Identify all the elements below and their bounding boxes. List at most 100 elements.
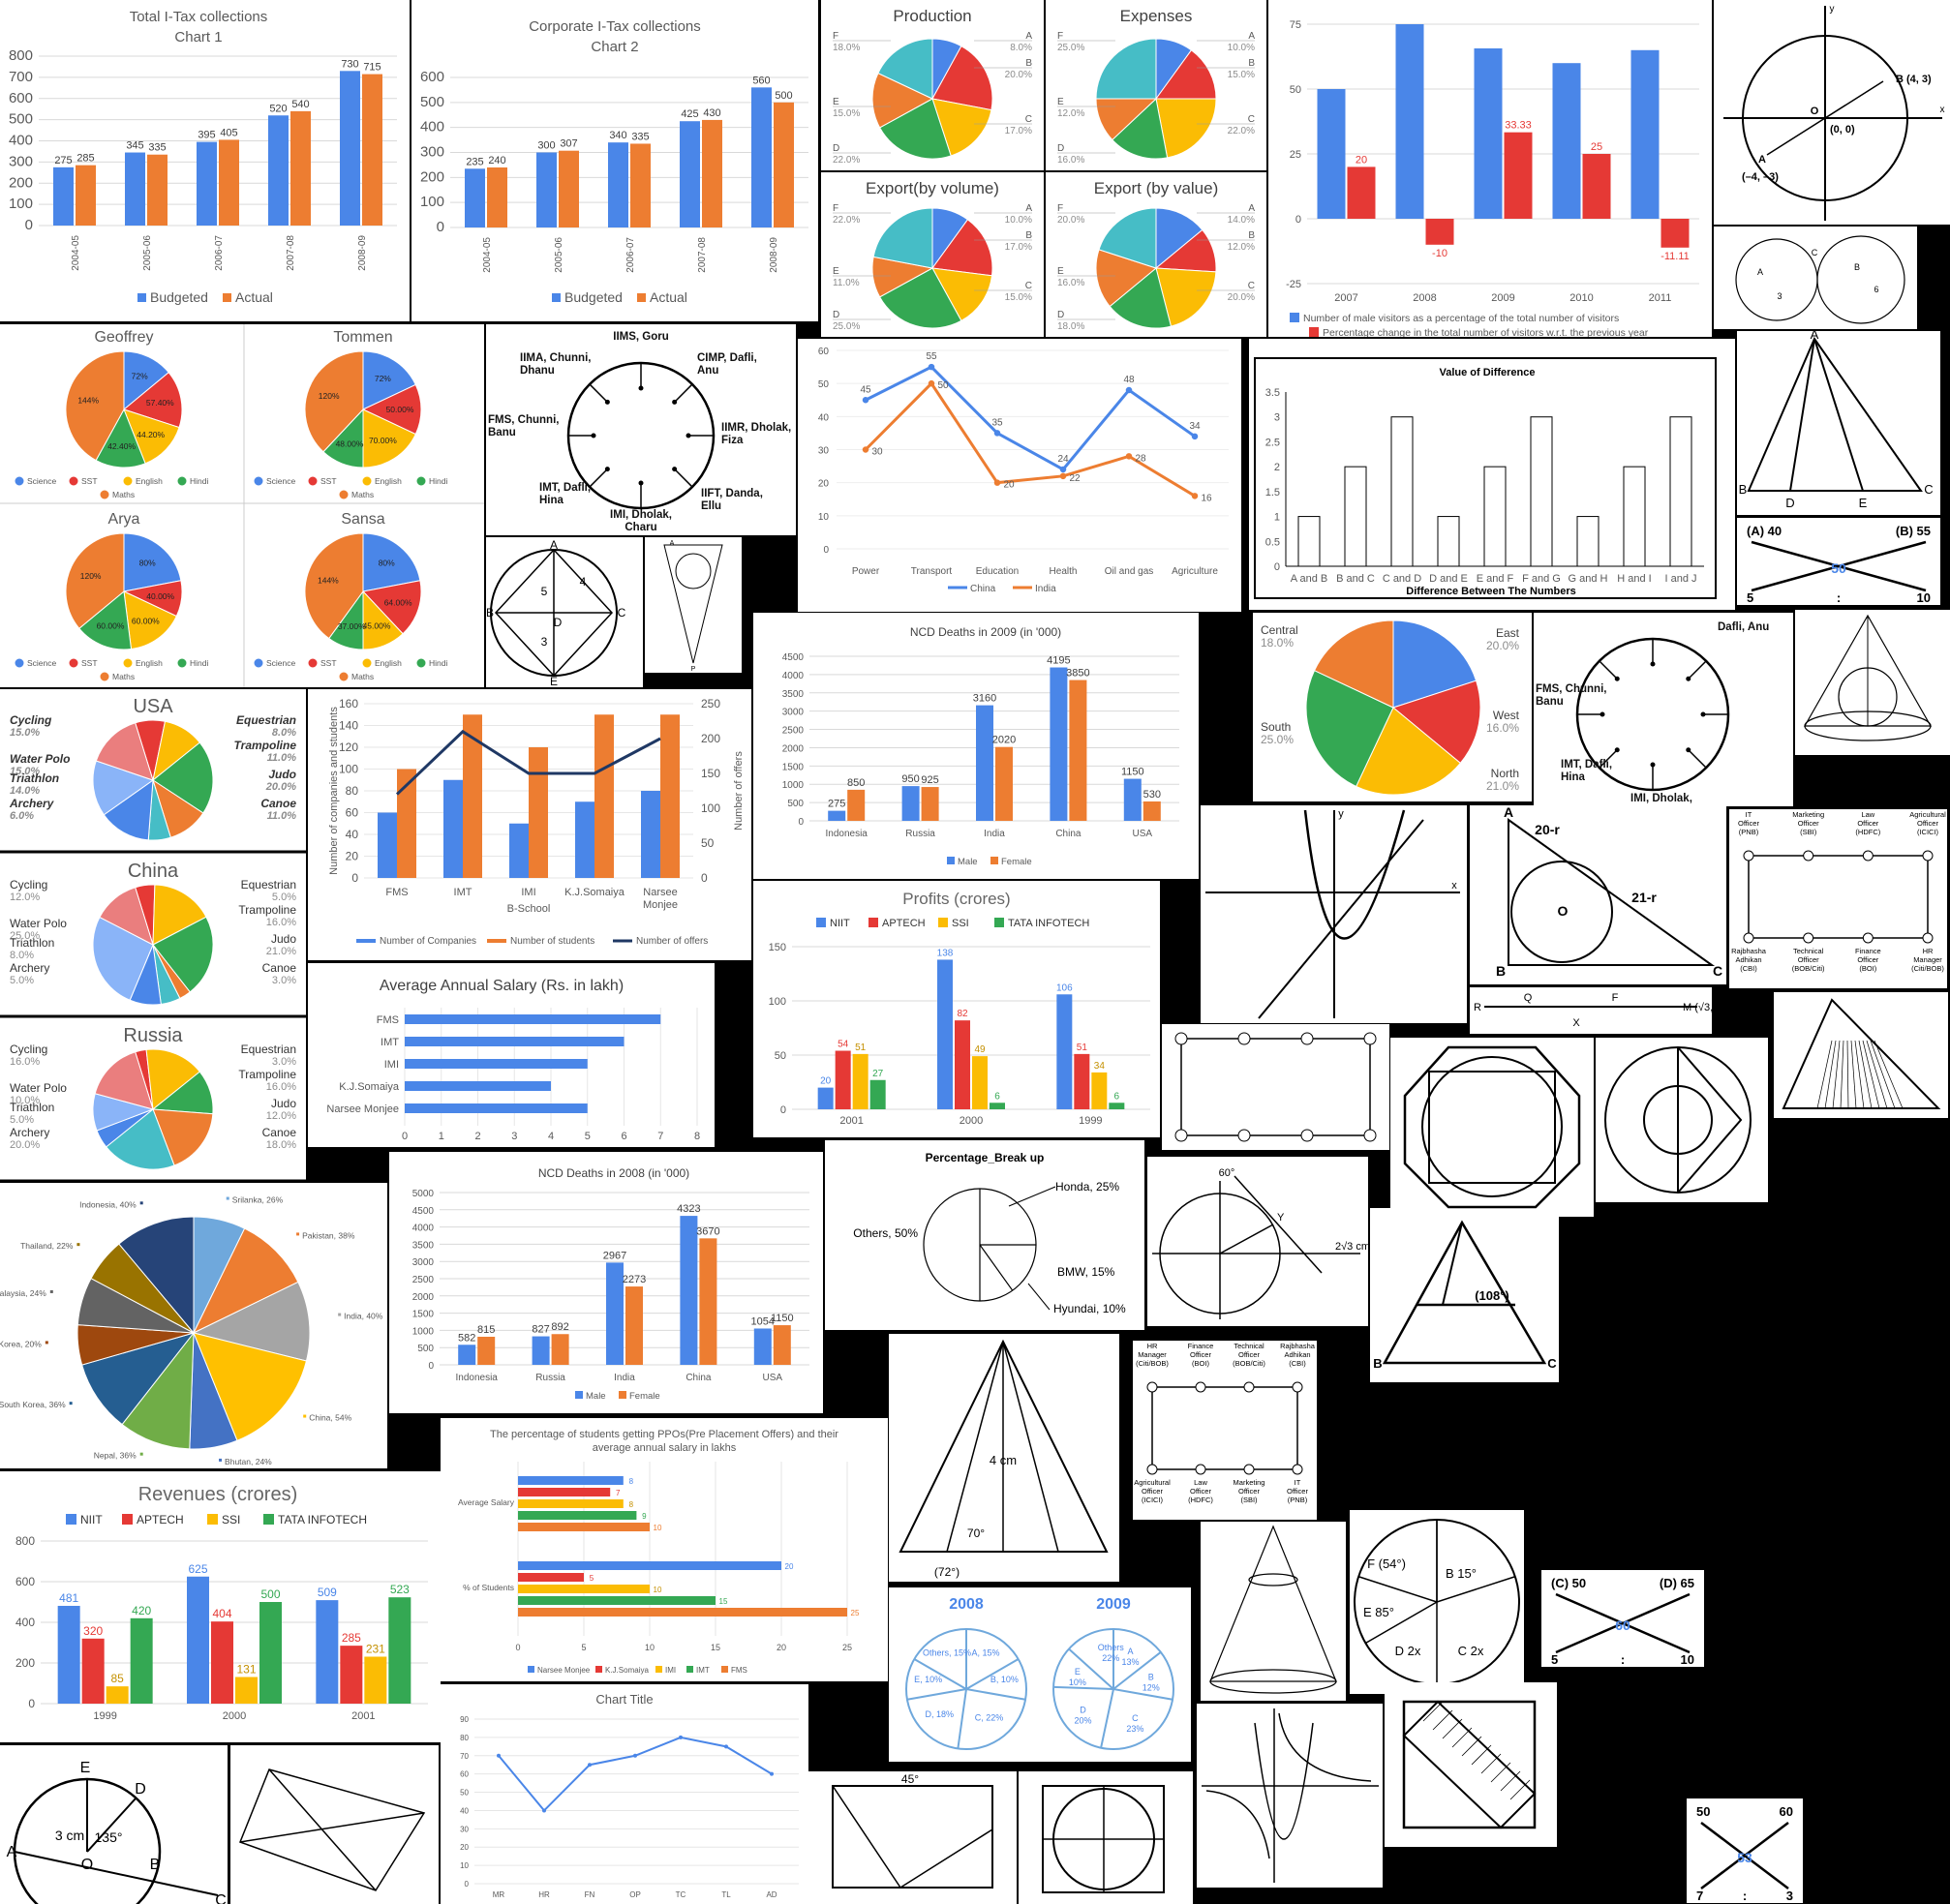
seat bbox=[1195, 1464, 1206, 1475]
hatch bbox=[1422, 1701, 1444, 1722]
cross3-diagram: 50 60 53 7: 3 bbox=[1696, 1804, 1793, 1903]
data-label: 131 bbox=[236, 1662, 256, 1676]
slice-label: 57.40% bbox=[146, 398, 174, 408]
legend-dot bbox=[362, 476, 372, 486]
legend-dot bbox=[308, 658, 318, 668]
data-label: 500 bbox=[775, 90, 792, 102]
legend-label: IMI bbox=[665, 1666, 676, 1675]
profits-panel: Profits (crores) NIIT APTECH SSI TATA INFOTE… bbox=[753, 881, 1160, 1137]
slice-label: Srilanka, 26% bbox=[232, 1195, 284, 1205]
y2-tick-label: 100 bbox=[701, 801, 720, 815]
seat-label: Agricultural bbox=[1909, 810, 1946, 819]
slice-label: Equestrian bbox=[241, 1043, 296, 1056]
legend-dot bbox=[123, 476, 133, 486]
y-tick-label: 3500 bbox=[412, 1240, 435, 1251]
legend-label: TATA INFOTECH bbox=[1008, 918, 1089, 929]
pie-slice bbox=[1313, 620, 1394, 709]
pie-slice bbox=[99, 887, 154, 946]
label: D 2x bbox=[1395, 1644, 1421, 1658]
right-triangle-incircle-diagram: A B C 20-r 21-r O bbox=[1496, 805, 1722, 979]
circle bbox=[1742, 35, 1908, 201]
x-tick-label: F and G bbox=[1522, 573, 1561, 585]
pie-slice bbox=[1109, 267, 1173, 329]
legend-label: SST bbox=[320, 476, 337, 486]
bar bbox=[465, 168, 485, 227]
hatch bbox=[1490, 1762, 1511, 1783]
label: O bbox=[1811, 106, 1819, 117]
legend-label: Hindi bbox=[190, 476, 208, 486]
slice-label: E, 10% bbox=[914, 1675, 942, 1684]
seat-label: (PNB) bbox=[1739, 828, 1759, 836]
ring-label: IIMS, Goru bbox=[613, 331, 669, 343]
x-tick-label: B and C bbox=[1336, 573, 1375, 585]
ring-label: IMI, Dholak, bbox=[610, 509, 672, 521]
pie-slice bbox=[1155, 207, 1204, 270]
bar bbox=[625, 1286, 643, 1365]
seat-label: (Citi/BOB) bbox=[1136, 1359, 1169, 1368]
data-label: 509 bbox=[318, 1586, 337, 1599]
data-label: 1150 bbox=[771, 1313, 794, 1324]
label: 10 bbox=[1681, 1652, 1694, 1667]
slice-pct: 16.0% bbox=[266, 917, 296, 928]
data-label: 395 bbox=[198, 130, 215, 141]
legend-label: Female bbox=[629, 1391, 660, 1402]
cross1-panel: (A) 40 (B) 55 50 5: 10 bbox=[1737, 518, 1940, 605]
bar bbox=[606, 1262, 624, 1365]
triangle-ade-diagram: A B D E C bbox=[1739, 331, 1934, 510]
two-circles-panel: A 3 C B 6 bbox=[1714, 227, 1917, 329]
pie-slice bbox=[121, 1331, 195, 1450]
data-point bbox=[1191, 433, 1199, 440]
label: F (54°) bbox=[1367, 1556, 1406, 1571]
bar bbox=[1530, 416, 1553, 567]
chart-title: Production bbox=[893, 7, 971, 25]
data-label: 950 bbox=[901, 773, 919, 785]
label: A bbox=[7, 1844, 17, 1860]
ring-label: FMS, Chunni, bbox=[1536, 683, 1606, 695]
pie-slice bbox=[1305, 670, 1394, 788]
y-tick-label: 60 bbox=[818, 347, 830, 357]
y-tick-label: 0.5 bbox=[1265, 536, 1280, 548]
legend-label: Male bbox=[958, 857, 978, 867]
y-tick-label: FMS bbox=[377, 1014, 399, 1026]
label: B bbox=[1854, 262, 1860, 272]
ring-label: Hina bbox=[539, 495, 564, 506]
triangle-ade-panel: A B D E C bbox=[1737, 331, 1940, 515]
bar bbox=[405, 1081, 551, 1091]
data-label: 138 bbox=[937, 948, 954, 958]
china-india-line-chart: 0 10 20 30 40 50 60 45 55 35 24 48 34 30 50 20 22 28 16 Pow… bbox=[818, 347, 1229, 594]
data-label: 20 bbox=[1356, 154, 1367, 166]
legend-label: NIIT bbox=[80, 1513, 103, 1526]
coord-circle-panel: B (4, 3) (0, 0) O A (–4, –3) x y bbox=[1714, 0, 1950, 225]
label: : bbox=[1743, 1889, 1747, 1903]
legend-label: Science bbox=[266, 658, 296, 668]
data-label: 50 bbox=[937, 380, 949, 391]
label: 50 bbox=[1831, 560, 1846, 576]
slice-label: Cycling bbox=[10, 713, 52, 727]
ring-label: Dafli, Anu bbox=[1718, 621, 1769, 633]
legend-label: SST bbox=[320, 658, 337, 668]
hatch bbox=[1874, 1040, 1904, 1109]
seat bbox=[1300, 1032, 1314, 1045]
label: 70° bbox=[967, 1526, 985, 1540]
chart-title: Expenses bbox=[1120, 7, 1193, 25]
slice-label: Honda, 25% bbox=[1055, 1180, 1119, 1194]
seat bbox=[1803, 932, 1814, 944]
slice-label: 144% bbox=[77, 396, 99, 406]
x-tick-label: 15 bbox=[711, 1643, 720, 1652]
data-label: 285 bbox=[76, 153, 94, 165]
chart-title: USA bbox=[133, 696, 173, 717]
curve bbox=[1205, 1790, 1270, 1859]
y-tick-label: 30 bbox=[818, 446, 830, 457]
label: B bbox=[486, 606, 494, 620]
x-tick-label: A and B bbox=[1291, 573, 1328, 585]
label: (C) 50 bbox=[1551, 1576, 1586, 1590]
frustum-top bbox=[1248, 1573, 1298, 1587]
export-volume-pie-panel: Export(by volume) A 10.0% B 17.0% C 15.0% D 25.0… bbox=[821, 172, 1044, 337]
label: C bbox=[1924, 482, 1933, 497]
label: Y bbox=[1277, 1212, 1285, 1224]
slice-label: F bbox=[1057, 31, 1063, 42]
y2-tick-label: 50 bbox=[701, 836, 715, 850]
data-label: 10 bbox=[654, 1586, 662, 1594]
